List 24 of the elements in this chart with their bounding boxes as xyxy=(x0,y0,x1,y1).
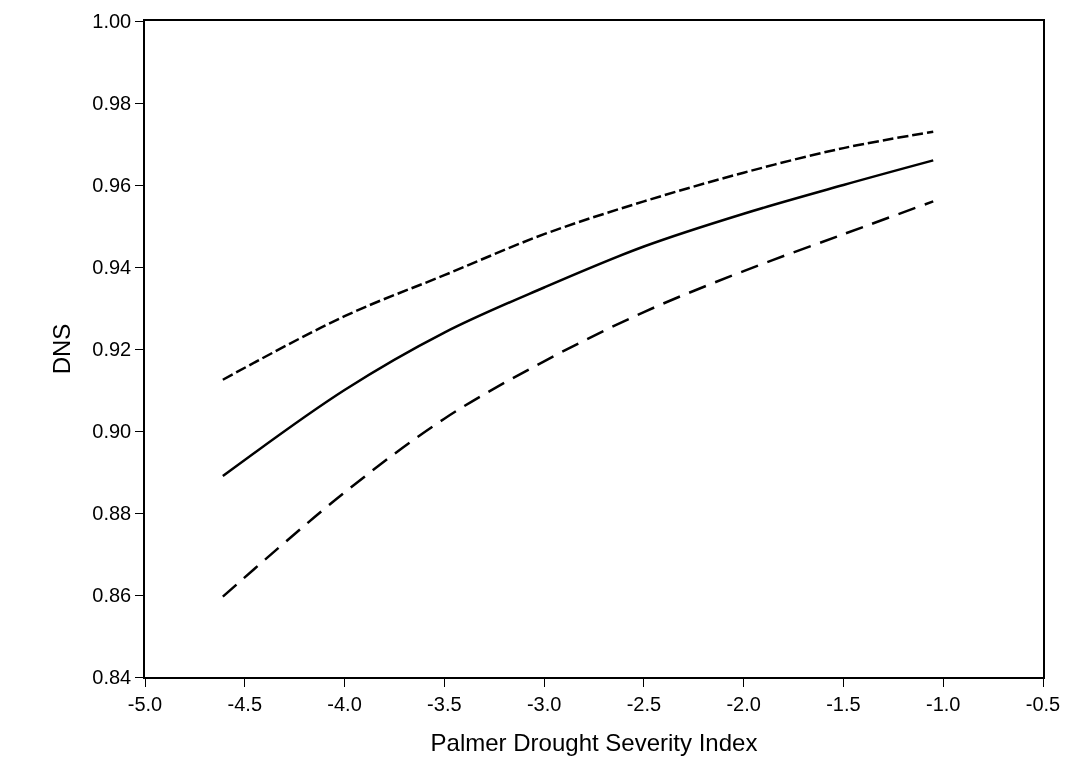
y-tick-label: 1.00 xyxy=(92,10,132,32)
x-tick-label: -1.5 xyxy=(826,692,861,715)
x-tick-label: -3.0 xyxy=(526,692,562,715)
line-series xyxy=(221,200,935,598)
y-tick-label: 0.86 xyxy=(92,584,132,606)
y-tick-label: 0.88 xyxy=(92,502,132,524)
x-tick-label: -0.5 xyxy=(1025,692,1061,715)
x-tick-label: -3.5 xyxy=(427,692,462,715)
x-tick-label: -2.0 xyxy=(726,692,761,715)
x-tick-label: -5.0 xyxy=(127,692,163,715)
y-axis-title: DNS xyxy=(47,323,75,375)
x-tick-label: -4.0 xyxy=(327,692,362,715)
x-axis-title: Palmer Drought Severity Index xyxy=(430,728,758,756)
y-tick-label: 0.94 xyxy=(92,256,132,278)
y-tick-label: 0.98 xyxy=(92,92,132,114)
line-series xyxy=(221,159,935,478)
x-tick-label: -2.5 xyxy=(626,692,662,715)
y-tick-label: 0.92 xyxy=(92,338,132,360)
line-series xyxy=(221,130,935,381)
x-tick-label: -1.0 xyxy=(925,692,961,715)
y-tick-label: 0.90 xyxy=(92,420,132,442)
y-tick-label: 0.84 xyxy=(92,666,132,688)
x-tick-label: -4.5 xyxy=(227,692,263,715)
y-tick-label: 0.96 xyxy=(92,174,132,196)
